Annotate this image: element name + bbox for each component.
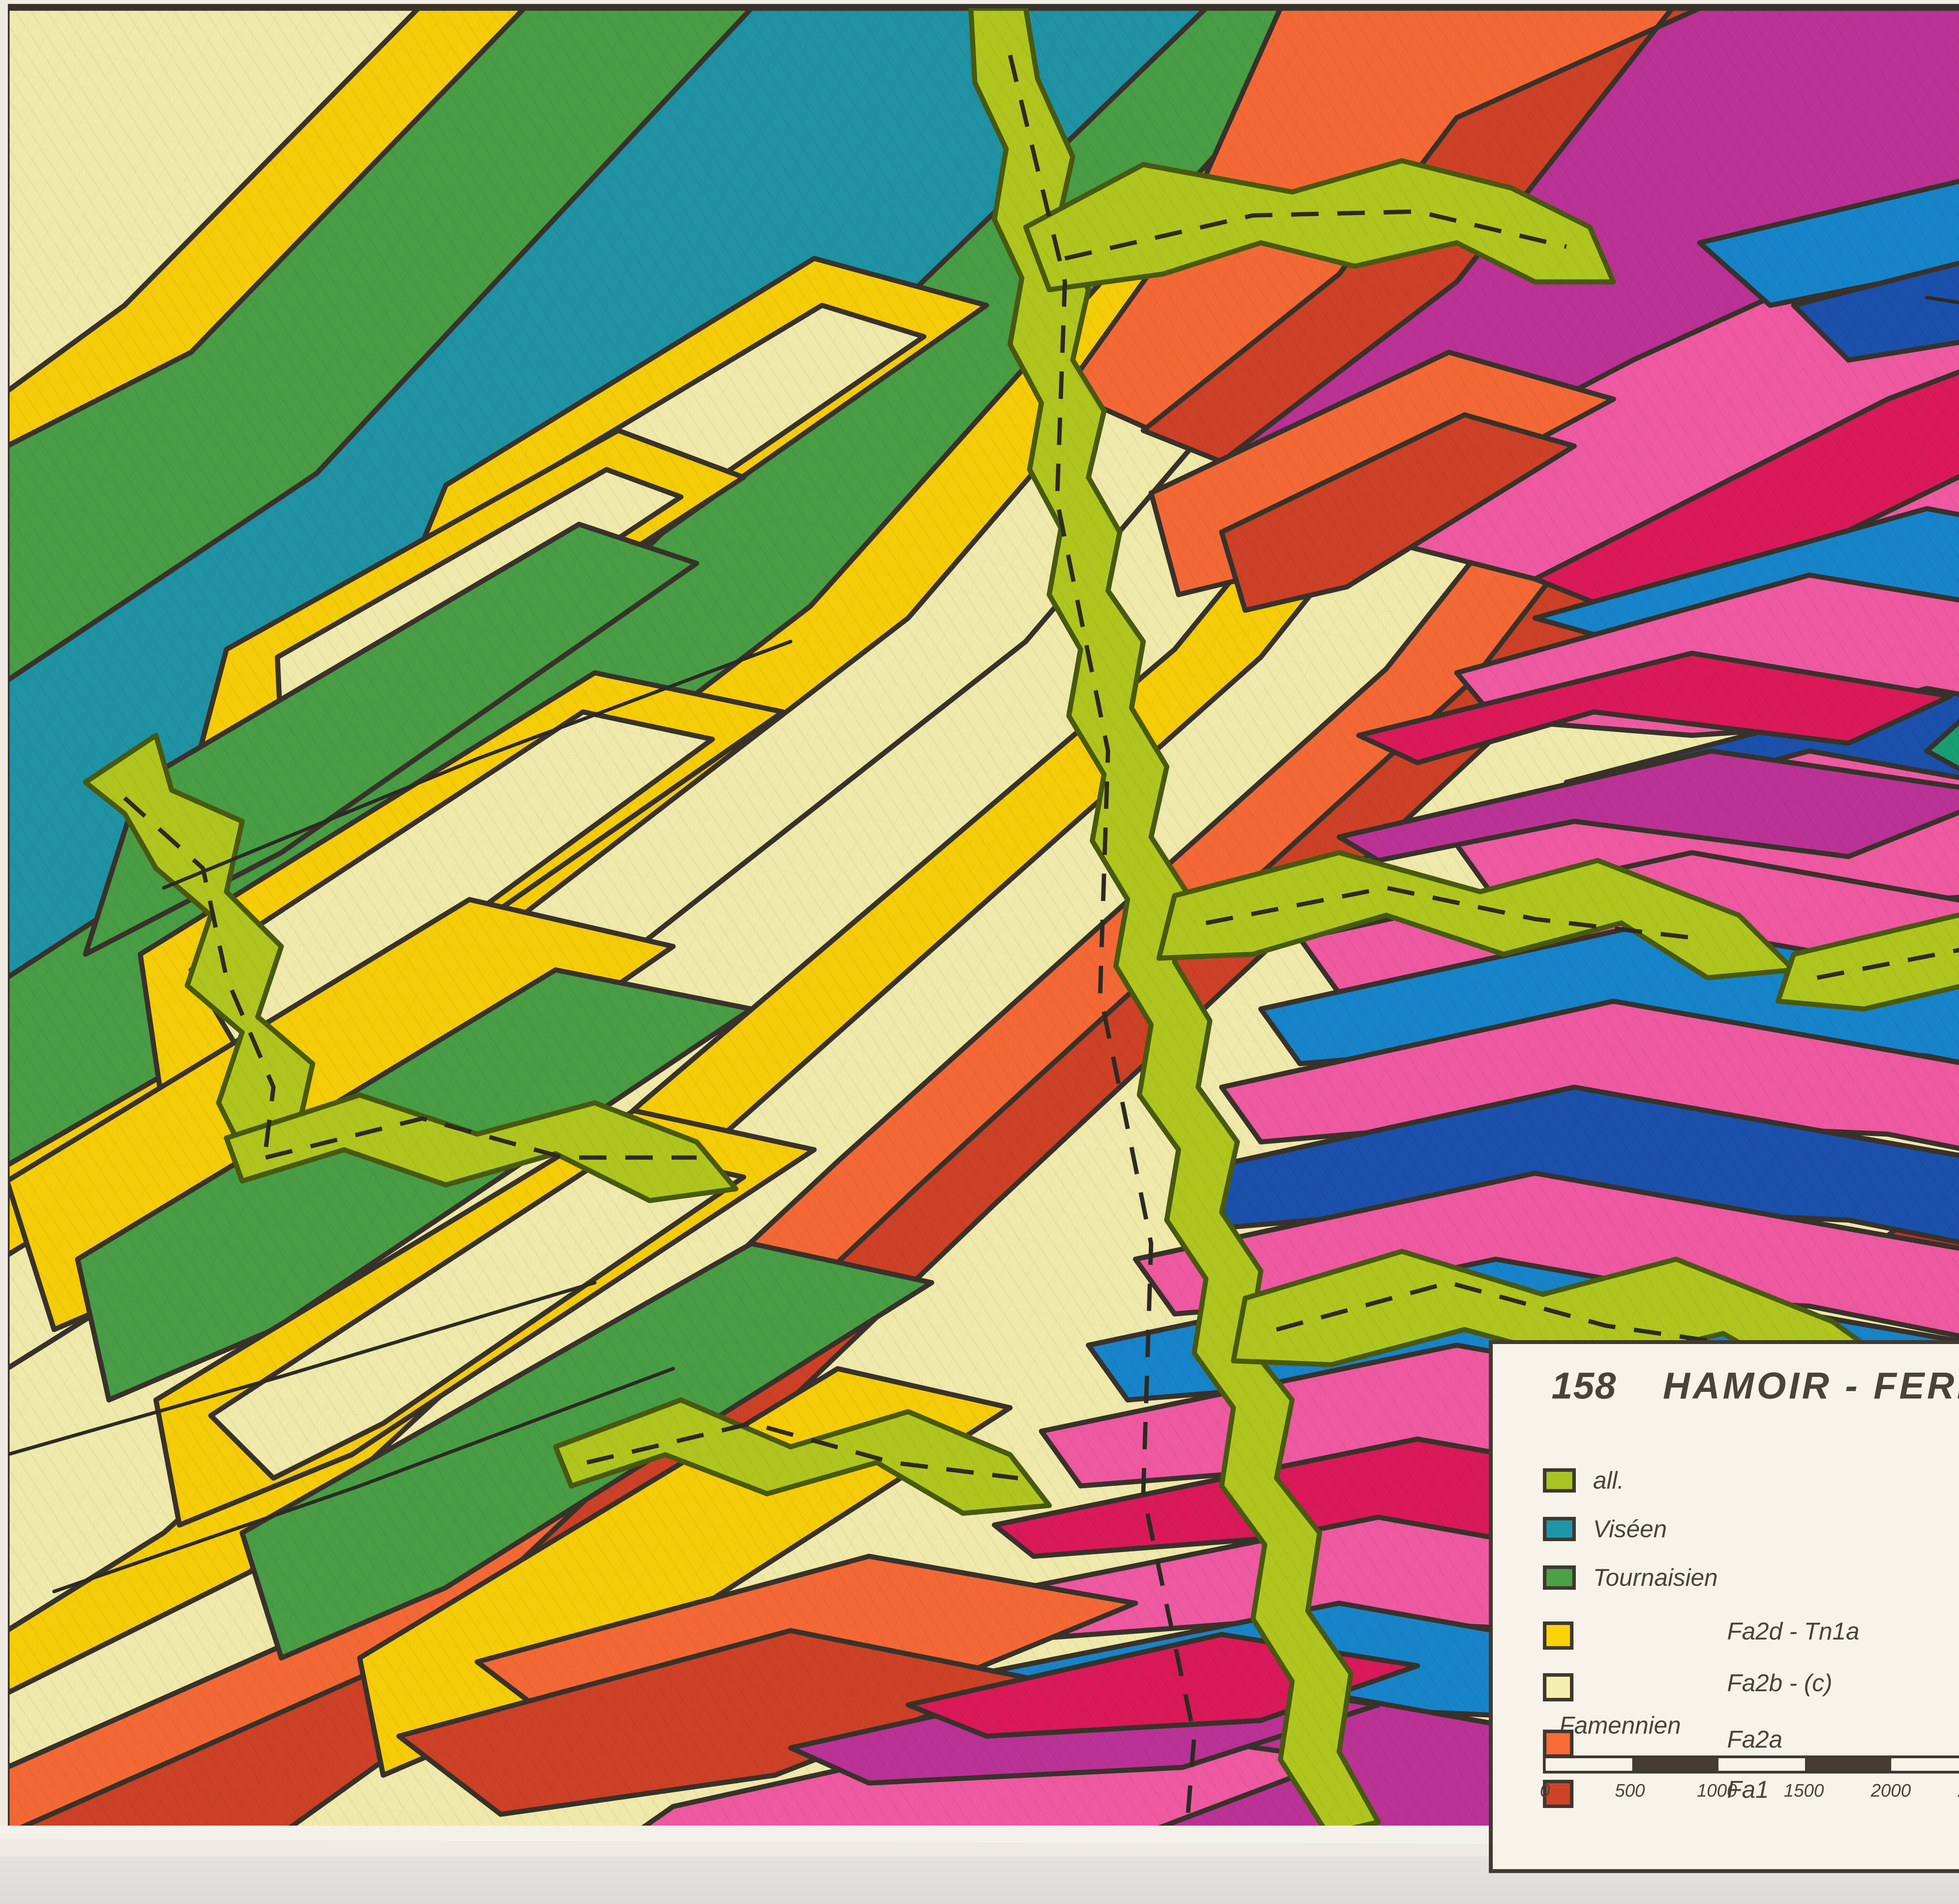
scale-segment (1546, 1758, 1632, 1771)
swatch-fa2b-c (1543, 1673, 1573, 1701)
legend-code-fa2b-c: Fa2b - (c) (1727, 1670, 1832, 1697)
scale-tick-label: 1500 (1783, 1780, 1824, 1801)
scale-segment (1718, 1758, 1805, 1771)
legend-label-visean: Viséen (1593, 1515, 1667, 1543)
scale-tick-label: 0 (1540, 1780, 1550, 1801)
sheet-name: HAMOIR - FERRIÈRES (1663, 1365, 1959, 1407)
legend-title: 158 HAMOIR - FERRIÈRES (1552, 1364, 1959, 1408)
map-legend: 158 HAMOIR - FERRIÈRES N all. Viséen Tou (1489, 1340, 1959, 1873)
swatch-alluvium (1543, 1468, 1576, 1493)
legend-label-tournaisien: Tournaisien (1593, 1564, 1718, 1591)
legend-item-tournaisien[interactable]: Tournaisien (1543, 1559, 1718, 1596)
swatch-tournaisien (1543, 1565, 1576, 1590)
legend-code-fa1: Fa1 (1727, 1776, 1769, 1803)
legend-label-alluvium: all. (1593, 1467, 1624, 1494)
map-canvas (7, 8, 1959, 1834)
legend-item-alluvium[interactable]: all. (1543, 1462, 1624, 1499)
legend-item-fa2d-tn1a[interactable] (1543, 1617, 1573, 1654)
legend-item-fa1[interactable] (1543, 1775, 1573, 1813)
swatch-visean (1543, 1517, 1576, 1541)
scale-segment (1805, 1758, 1892, 1771)
scale-tick-label: 2500 (1958, 1780, 1959, 1801)
scale-tick-label: 2000 (1870, 1780, 1911, 1801)
swatch-fa1 (1543, 1780, 1573, 1808)
legend-group-famennien: Famennien (1559, 1712, 1681, 1739)
map-polygons (7, 8, 1959, 1834)
scale-bar-track (1543, 1755, 1959, 1774)
sheet-number: 158 (1552, 1365, 1617, 1407)
scale-bar-ticks: 0500100015002000250030003500400045005000… (1540, 1780, 1959, 1810)
legend-code-fa2a: Fa2a (1727, 1726, 1783, 1753)
legend-code-fa2d-tn1a: Fa2d - Tn1a (1727, 1618, 1859, 1645)
legend-item-fa2b-c[interactable] (1543, 1668, 1573, 1706)
scale-bar: 0500100015002000250030003500400045005000… (1540, 1755, 1959, 1810)
scale-tick-label: 1000 (1696, 1780, 1737, 1801)
scale-tick-label: 500 (1615, 1780, 1645, 1801)
legend-item-visean[interactable]: Viséen (1543, 1510, 1667, 1548)
swatch-fa2d-tn1a (1543, 1621, 1573, 1650)
paper-edge-left (0, 0, 8, 1842)
scale-segment (1891, 1758, 1959, 1771)
scale-segment (1632, 1758, 1719, 1771)
swatch-fa2a (1543, 1730, 1573, 1758)
